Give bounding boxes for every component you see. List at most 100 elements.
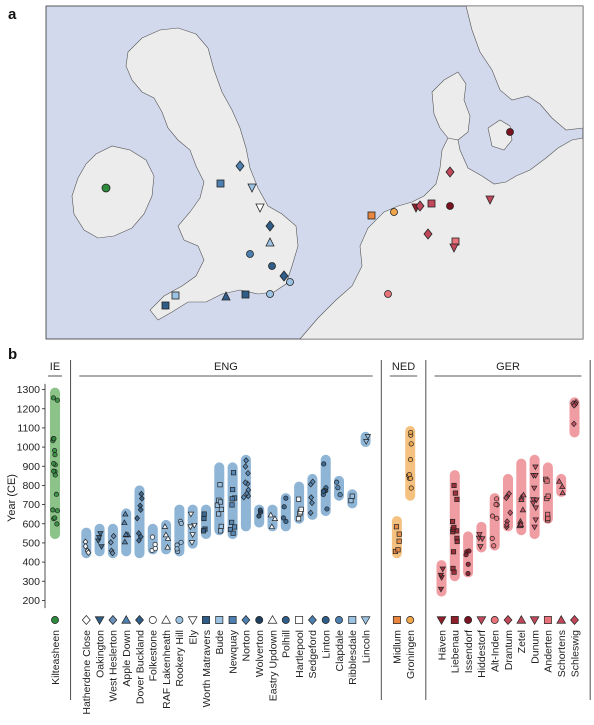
sample-point xyxy=(50,395,56,401)
sample-point xyxy=(309,478,316,486)
sample-point xyxy=(559,489,566,496)
sample-point xyxy=(393,524,400,530)
sample-point xyxy=(558,483,566,489)
map-marker-dk xyxy=(506,128,514,136)
site-label: Folkestone xyxy=(148,630,160,682)
site-marker xyxy=(281,616,290,624)
sample-point xyxy=(532,473,539,479)
sample-point xyxy=(178,520,184,526)
y-tick-label: 600 xyxy=(22,518,40,530)
sample-point xyxy=(320,488,326,494)
date-range-bar xyxy=(201,504,211,540)
site-marker xyxy=(94,616,105,626)
sample-point xyxy=(245,469,251,477)
sample-point xyxy=(507,509,514,516)
sample-point xyxy=(337,492,343,498)
sample-point xyxy=(52,447,58,454)
site-label: Eastry Updown xyxy=(267,630,279,701)
sample-point xyxy=(503,494,510,502)
site-label: Ely xyxy=(188,629,200,644)
map-marker-eng xyxy=(247,183,257,193)
sample-point xyxy=(51,468,57,474)
site-label: Dunum xyxy=(529,630,541,664)
sample-point xyxy=(321,461,327,467)
sample-point xyxy=(121,519,128,525)
sample-point xyxy=(494,496,500,502)
panel-a-label: a xyxy=(8,6,17,23)
sample-point xyxy=(98,544,105,550)
sample-point xyxy=(135,530,142,537)
sample-point xyxy=(218,528,224,534)
sample-point xyxy=(230,470,237,476)
sample-point xyxy=(52,515,58,521)
site-label: Groningen xyxy=(405,630,417,679)
sample-point xyxy=(364,434,372,440)
timeline-chart: IEENGNEDGERDK 20030040050060070080090010… xyxy=(6,360,591,715)
sample-point xyxy=(54,508,60,514)
sample-point xyxy=(450,518,456,525)
site-marker xyxy=(392,616,401,624)
sample-point xyxy=(544,478,550,484)
sample-point xyxy=(283,495,289,501)
site-marker xyxy=(450,616,459,624)
y-tick-label: 900 xyxy=(22,461,40,473)
sample-point xyxy=(242,479,249,486)
sample-point xyxy=(407,457,414,463)
site-marker xyxy=(503,614,513,626)
site-marker xyxy=(51,616,59,624)
y-tick-label: 800 xyxy=(22,480,40,492)
sample-point xyxy=(533,497,540,504)
map-marker-ned xyxy=(390,208,398,216)
sample-point xyxy=(308,494,315,501)
sample-points xyxy=(50,395,579,593)
sample-point xyxy=(362,439,370,445)
sample-point xyxy=(240,493,247,501)
site-label: Drantum xyxy=(503,630,515,671)
sample-point xyxy=(187,511,195,518)
sample-point xyxy=(138,490,145,498)
map-marker-ie xyxy=(101,183,111,193)
site-marker xyxy=(228,616,237,624)
sample-point xyxy=(531,524,538,531)
sample-point xyxy=(201,515,207,522)
site-label: Wolverton xyxy=(254,630,266,677)
site-label: Zetel xyxy=(516,630,528,653)
sample-point xyxy=(189,532,196,538)
site-marker xyxy=(81,614,91,626)
sample-point xyxy=(465,561,471,567)
sample-point xyxy=(245,486,252,494)
site-marker xyxy=(121,614,132,624)
sample-point xyxy=(529,500,537,507)
site-label: Hartlepool xyxy=(294,630,306,678)
sample-point xyxy=(162,531,170,538)
sample-point xyxy=(138,495,145,502)
date-range-bar xyxy=(267,504,278,532)
sample-point xyxy=(230,487,236,493)
sample-point xyxy=(518,496,525,502)
sample-point xyxy=(230,530,236,536)
map-marker-eng xyxy=(221,291,231,301)
sample-point xyxy=(227,526,233,533)
sample-point xyxy=(281,504,287,510)
sample-point xyxy=(463,552,469,558)
y-tick-label: 200 xyxy=(22,595,40,607)
sample-point xyxy=(152,545,158,552)
sample-point xyxy=(465,571,471,577)
sample-point xyxy=(134,514,141,522)
sample-point xyxy=(396,531,402,537)
site-marker xyxy=(348,616,357,624)
site-label: Bude xyxy=(214,630,226,655)
map-marker-eng xyxy=(265,220,275,232)
land-denmark xyxy=(431,71,471,141)
site-label: Anderten xyxy=(543,630,555,673)
sample-point xyxy=(164,543,171,550)
country-header: NED xyxy=(392,361,415,373)
site-label: Lincoln xyxy=(360,630,372,663)
sample-point xyxy=(545,493,551,499)
sample-point xyxy=(324,506,330,512)
sample-point xyxy=(479,536,486,543)
land-scandinavia xyxy=(465,5,584,131)
y-tick-label: 1300 xyxy=(17,384,41,396)
map-marker-eng xyxy=(255,203,265,213)
sample-point xyxy=(466,548,472,554)
